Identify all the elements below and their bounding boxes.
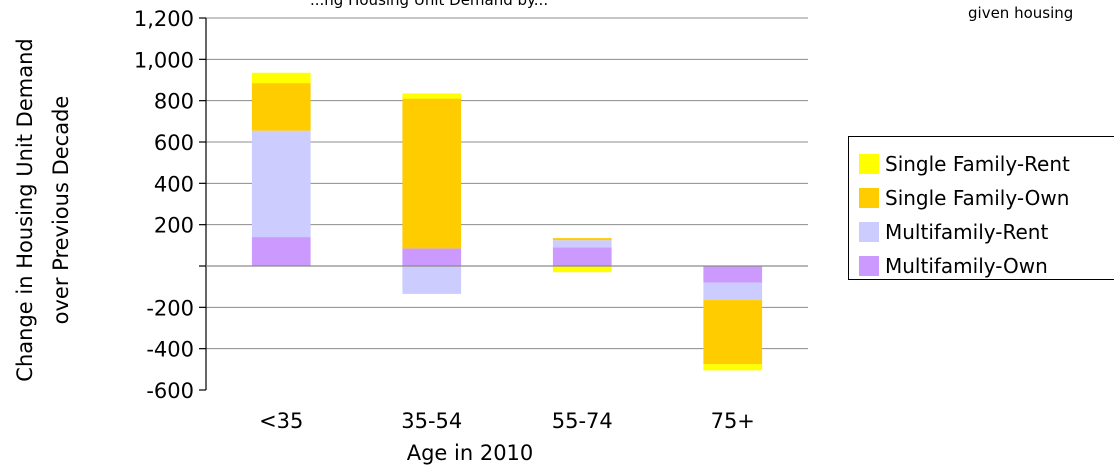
y-axis-title-line2: over Previous Decade (49, 96, 73, 325)
bar-segment (251, 72, 311, 84)
y-tick-label: 1,200 (134, 7, 194, 31)
corner-note: given housing (968, 4, 1073, 22)
bar-segment (251, 83, 311, 131)
legend-swatch (859, 188, 879, 208)
y-tick-label: 800 (154, 90, 194, 114)
y-tick-label: 1,000 (134, 48, 194, 72)
legend-swatch (859, 256, 879, 276)
bar-segment (402, 98, 462, 249)
legend-label: Multifamily-Own (885, 254, 1048, 278)
axes: 1,200 1,000 800 600 400 200 -200 -400 -600 <35 35-… (134, 7, 808, 433)
y-tick-label: -600 (146, 379, 194, 403)
bar-segment (402, 93, 462, 99)
x-tick-label: <35 (259, 409, 303, 433)
bar-segment (251, 130, 311, 238)
legend-label: Single Family-Own (885, 186, 1070, 210)
x-tick-label: 35-54 (401, 409, 462, 433)
legend-item: Single Family-Rent (859, 147, 1114, 181)
y-tick-label: 200 (154, 214, 194, 238)
bar-segment (703, 300, 763, 365)
legend-label: Single Family-Rent (885, 152, 1070, 176)
legend-label: Multifamily-Rent (885, 220, 1049, 244)
bar-segment (251, 237, 311, 266)
bar-segment (402, 248, 462, 266)
bar-segment (703, 364, 763, 371)
x-axis-title: Age in 2010 (407, 441, 534, 465)
bar-segment (552, 247, 612, 266)
bar-segment (552, 266, 612, 273)
chart-title: ...ng Housing Unit Demand by... (310, 0, 548, 9)
x-tick-label: 55-74 (552, 409, 613, 433)
legend: Single Family-Rent Single Family-Own Multi… (848, 136, 1114, 280)
legend-item: Single Family-Own (859, 181, 1114, 215)
legend-item: Multifamily-Rent (859, 215, 1114, 249)
bar-segment (703, 282, 763, 301)
y-axis-title-line1: Change in Housing Unit Demand (13, 38, 37, 381)
y-tick-label: 600 (154, 131, 194, 155)
x-tick-label: 75+ (711, 409, 755, 433)
legend-swatch (859, 154, 879, 174)
bar-segment (552, 240, 612, 248)
bar-segment (402, 266, 462, 294)
bars (251, 72, 763, 371)
legend-swatch (859, 222, 879, 242)
legend-item: Multifamily-Own (859, 249, 1114, 283)
y-tick-label: -400 (146, 338, 194, 362)
y-tick-label: 400 (154, 172, 194, 196)
bar-segment (703, 266, 763, 283)
bar-segment (552, 238, 612, 241)
y-tick-label: -200 (146, 296, 194, 320)
